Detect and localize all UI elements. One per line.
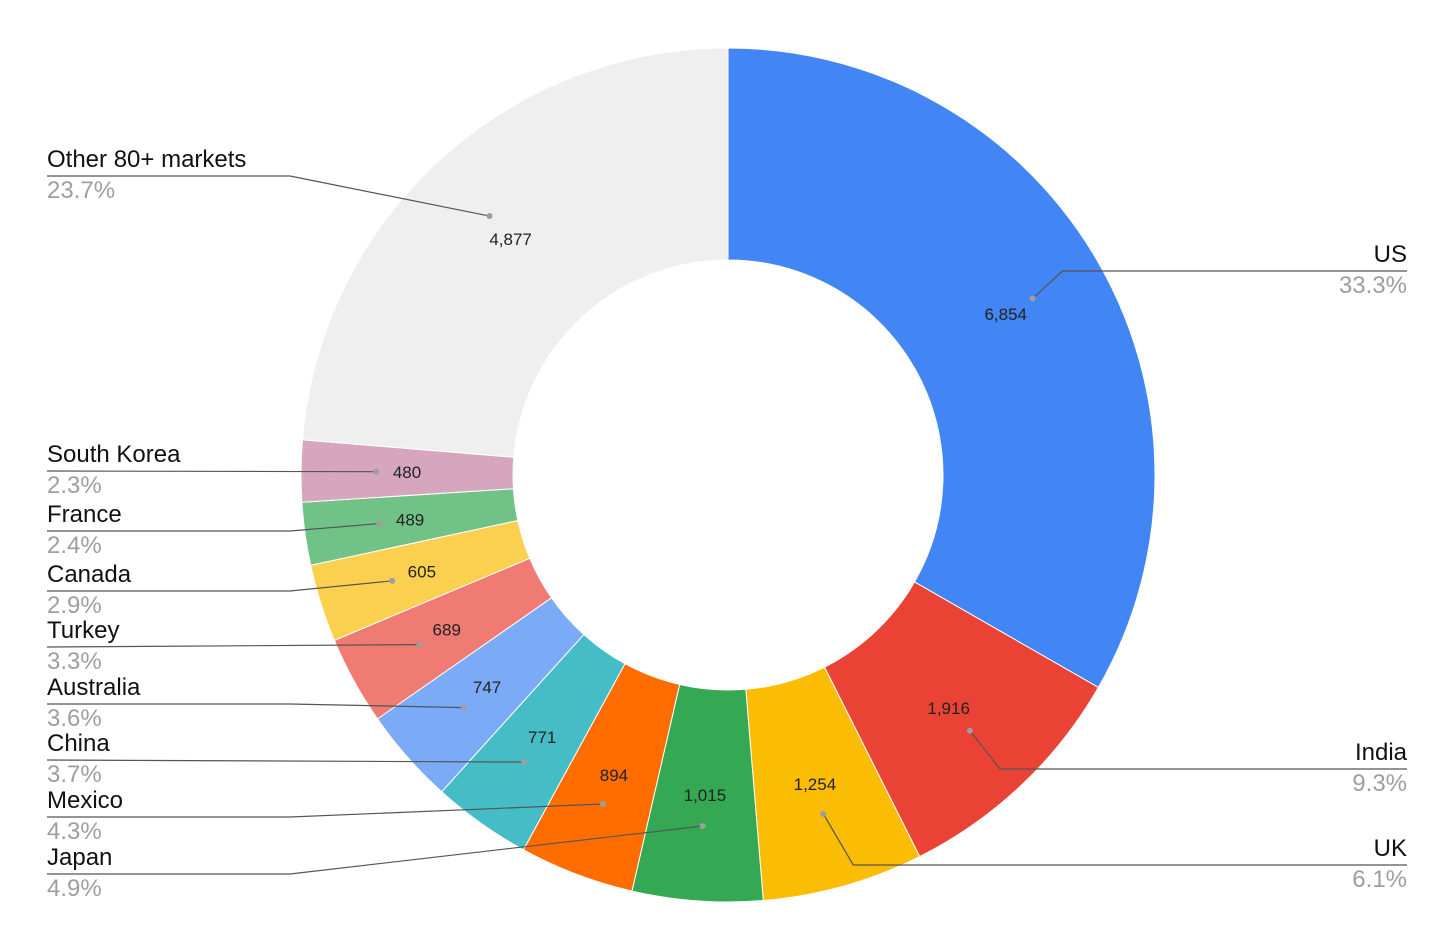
legend-percent-australia: 3.6% (47, 705, 102, 732)
legend-percent-china: 3.7% (47, 761, 102, 788)
legend-percent-south-korea: 2.3% (47, 472, 102, 499)
value-label-france: 489 (396, 510, 424, 529)
leader-dot-india (966, 727, 973, 734)
legend-name-china: China (47, 730, 110, 757)
legend-percent-turkey: 3.3% (47, 648, 102, 675)
legend-percent-mexico: 4.3% (47, 818, 102, 845)
chart-leader-lines (46, 175, 1407, 875)
leader-line-other-80-markets (47, 175, 490, 217)
legend-name-india: India (1355, 739, 1408, 766)
value-label-japan: 1,015 (684, 786, 727, 805)
legend-percent-us: 33.3% (1339, 272, 1407, 299)
value-label-india: 1,916 (927, 699, 970, 718)
leader-line-us (1032, 270, 1407, 299)
legend-percent-uk: 6.1% (1352, 866, 1407, 893)
leader-dot-us (1029, 295, 1036, 302)
value-label-south-korea: 480 (393, 463, 421, 482)
leader-line-mexico (47, 803, 603, 818)
legend-name-uk: UK (1374, 835, 1407, 862)
legend-name-turkey: Turkey (47, 617, 119, 644)
chart-legend-labels: US 33.3% India 9.3% UK 6.1% Japan 4.9% Mexico 4.3… (47, 146, 1408, 902)
legend-name-japan: Japan (47, 844, 112, 871)
leader-line-india (969, 730, 1407, 770)
leader-dot-japan (699, 823, 706, 830)
value-label-china: 771 (528, 728, 556, 747)
leader-line-france (47, 522, 380, 532)
leader-line-china (46, 759, 525, 763)
legend-percent-japan: 4.9% (47, 875, 102, 902)
leader-line-canada (47, 580, 393, 592)
leader-dot-australia (460, 704, 467, 711)
leader-dot-uk (820, 810, 827, 817)
legend-name-south-korea: South Korea (47, 441, 181, 468)
slice-us (727, 47, 1156, 689)
leader-dot-china (521, 759, 528, 766)
leader-dot-mexico (599, 801, 606, 808)
leader-dot-canada (389, 577, 396, 584)
value-label-turkey: 689 (433, 621, 461, 640)
legend-name-mexico: Mexico (47, 787, 123, 814)
legend-name-canada: Canada (47, 561, 132, 588)
leader-dot-other-80-markets (486, 213, 493, 220)
leader-dot-turkey (416, 641, 423, 648)
value-label-canada: 605 (408, 563, 436, 582)
legend-percent-other-80-markets: 23.7% (47, 177, 115, 204)
value-label-uk: 1,254 (794, 775, 837, 794)
leader-dot-south-korea (373, 468, 380, 475)
slice-other-80-markets (301, 47, 729, 458)
leader-line-australia (47, 703, 464, 709)
value-label-mexico: 894 (600, 766, 628, 785)
leader-line-japan (47, 825, 703, 875)
leader-dot-france (376, 520, 383, 527)
leader-line-turkey (46, 644, 420, 648)
chart-slices (300, 47, 1156, 903)
legend-percent-india: 9.3% (1352, 770, 1407, 797)
legend-percent-canada: 2.9% (47, 592, 102, 619)
leader-line-south-korea (46, 470, 377, 473)
legend-name-australia: Australia (47, 674, 141, 701)
leader-line-uk (822, 813, 1407, 866)
legend-name-france: France (47, 501, 122, 528)
chart-slice-value-labels: 6,854 1,916 1,254 1,015 894 771 747 689 605 489 48… (393, 230, 1027, 805)
value-label-australia: 747 (473, 678, 501, 697)
legend-percent-france: 2.4% (47, 532, 102, 559)
legend-name-other-80-markets: Other 80+ markets (47, 146, 246, 173)
value-label-other-80-markets: 4,877 (489, 230, 532, 249)
legend-name-us: US (1374, 241, 1407, 268)
value-label-us: 6,854 (984, 305, 1027, 324)
